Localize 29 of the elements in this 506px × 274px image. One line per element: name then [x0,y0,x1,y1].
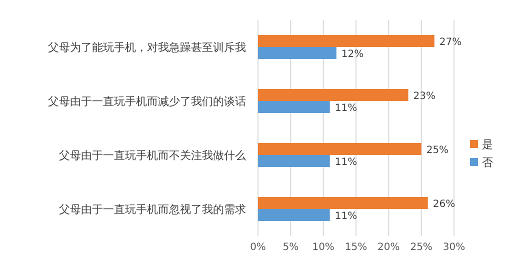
x-tick-label: 10% [312,242,334,253]
bar [258,143,422,155]
y-tick-label: 父母为了能玩手机，对我急躁甚至训斥我 [48,41,246,54]
bar [258,197,428,209]
bar [258,101,330,113]
data-label: 11% [334,157,358,168]
data-label: 11% [334,103,358,114]
data-label: 11% [334,211,358,222]
data-label: 27% [439,37,462,48]
legend-label: 否 [482,156,493,169]
y-tick-label: 父母由于一直玩手机而不关注我做什么 [59,149,246,162]
bar [258,89,408,101]
x-tick-label: 25% [410,242,432,253]
legend-label: 是 [482,138,493,151]
data-label: 25% [426,145,449,156]
x-tick-label: 20% [378,242,400,253]
x-tick-label: 15% [344,242,368,253]
y-tick-label: 父母由于一直玩手机而忽视了我的需求 [59,203,246,216]
x-tick-label: 0% [250,242,266,253]
bar [258,35,434,47]
y-tick-label: 父母由于一直玩手机而减少了我们的谈话 [48,95,246,108]
data-label: 23% [413,91,436,102]
bar [258,209,330,221]
bar [258,155,330,167]
data-label: 26% [432,199,456,210]
x-tick-label: 5% [282,242,299,253]
x-tick-label: 30% [442,242,466,253]
bar [258,47,336,59]
data-label: 12% [341,49,364,60]
